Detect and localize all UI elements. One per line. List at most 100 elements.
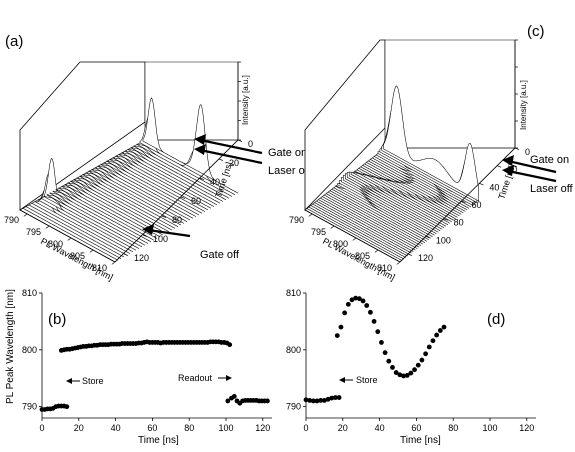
b-xtick-label: 100: [218, 423, 233, 433]
panel-a-intensity-label: Intensity [a.u.]: [241, 75, 250, 125]
panel-b-ylabel: PL Peak Wavelength [nm]: [5, 289, 16, 404]
panel-a-time-tick-label: 60: [191, 196, 201, 206]
panel-c-time-axis: [399, 147, 516, 263]
d-point: [393, 370, 399, 375]
d-point: [360, 298, 366, 304]
d-point: [408, 370, 414, 376]
d-point: [364, 303, 370, 308]
c-trace: [356, 169, 452, 223]
d-point: [379, 340, 384, 345]
panel-c-laser-off-label: Laser off: [530, 183, 574, 195]
d-xtick-label: 100: [482, 423, 497, 433]
panel-a-time-axis: [114, 139, 239, 263]
c-trace: [306, 208, 403, 261]
panel-c-time-tick: [407, 253, 413, 256]
d-point: [412, 367, 417, 373]
panel-c-wavelength-tick-label: 810: [377, 263, 392, 273]
c-trace: [322, 196, 418, 249]
d-point: [336, 395, 342, 400]
panel-a-wavelength-tick-label: 790: [4, 215, 19, 225]
panel-a-wavelength-tick: [23, 213, 28, 217]
panel-a-wavelength-tick: [89, 249, 94, 253]
panel-a-gate-on-arrow: [194, 134, 263, 155]
c-trace: [327, 191, 424, 245]
a-trace: [52, 190, 149, 244]
a-trace: [73, 179, 170, 233]
d-point: [310, 398, 316, 404]
panel-a-time-tick: [180, 196, 186, 199]
panel-a-wavelength-tick-label: 800: [48, 239, 63, 249]
d-point: [386, 358, 392, 364]
d-point: [325, 396, 331, 402]
panel-c-intensity-label: Intensity [a.u.]: [519, 80, 528, 130]
panel-c-time-tick: [461, 200, 466, 203]
panel-b-points: [39, 339, 270, 412]
c-trace: [329, 190, 426, 243]
panel-a-time-tick: [237, 139, 243, 142]
c-trace: [318, 199, 414, 252]
d-ytick-label: 790: [286, 402, 301, 412]
panel-a-laser-off-label: Laser off: [268, 165, 312, 177]
panel-c-wavelength-tick-label: 805: [355, 251, 370, 261]
a-trace: [25, 206, 122, 259]
panel-c-time-tick: [514, 147, 520, 150]
b-point: [265, 398, 270, 404]
a-trace: [118, 153, 215, 207]
a-trace: [28, 204, 125, 258]
d-ytick-label: 810: [286, 288, 301, 298]
panel-a-time-tick-label: 0: [248, 139, 253, 149]
d-point: [349, 297, 355, 303]
a-trace: [124, 150, 221, 204]
a-trace: [91, 168, 188, 222]
c-trace: [320, 197, 416, 251]
a-trace: [43, 195, 140, 249]
panel-c-wavelength-tick: [308, 213, 313, 217]
d-point: [426, 344, 432, 350]
d-point: [419, 357, 425, 363]
panel-a-wavelength-label: PL Wavelength [nm]: [39, 236, 115, 283]
d-point: [404, 372, 410, 378]
panel-c-wavelength-label: PL Wavelength [nm]: [321, 236, 397, 283]
b-xtick-label: 80: [184, 423, 194, 433]
panel-c-wavelength-tick-label: 795: [311, 227, 326, 237]
panel-a-time-tick-label: 80: [172, 215, 182, 225]
d-point: [322, 397, 327, 403]
panel-a-time-tick-label: 40: [210, 177, 220, 187]
panel-c-wavelength-tick-label: 800: [333, 239, 348, 249]
b-xtick-label: 120: [255, 423, 270, 433]
d-point: [342, 310, 348, 316]
panel-c-gate-on-arrow: [502, 155, 557, 174]
d-point: [415, 362, 421, 368]
panel-a-wavelength-tick: [67, 237, 72, 241]
d-xtick-label: 60: [411, 423, 421, 433]
panel-b-readout-arrow: [218, 375, 232, 381]
d-point: [353, 295, 359, 301]
c-trace: [325, 193, 422, 246]
b-ytick-label: 790: [22, 402, 37, 412]
d-point: [375, 329, 381, 335]
panel-a-traces: [19, 97, 239, 263]
a-trace: [142, 97, 239, 194]
d-point: [314, 398, 320, 404]
d-point: [333, 395, 338, 400]
a-trace: [55, 189, 152, 243]
d-xtick-label: 20: [338, 423, 348, 433]
a-trace: [127, 148, 224, 202]
d-point: [423, 351, 428, 357]
panel-c-time-tick-label: 40: [489, 182, 499, 192]
panel-a-time-tick: [142, 234, 148, 237]
d-xtick-label: 40: [375, 423, 385, 433]
panel-a-time-tick: [199, 177, 205, 180]
a-trace: [121, 152, 218, 206]
b-xtick-label: 20: [74, 423, 84, 433]
panel-c-time-tick: [425, 236, 430, 239]
panel-a-wavelength-tick: [111, 261, 116, 265]
panel-a-time-tick-label: 20: [229, 158, 239, 168]
panel-a-time-tick: [218, 158, 224, 161]
a-trace: [109, 158, 206, 212]
d-point: [345, 301, 351, 307]
panel-c-gate-on-label: Gate on: [530, 154, 569, 166]
panel-c-wavelength-tick: [396, 261, 401, 265]
b-ytick-label: 800: [22, 345, 37, 355]
